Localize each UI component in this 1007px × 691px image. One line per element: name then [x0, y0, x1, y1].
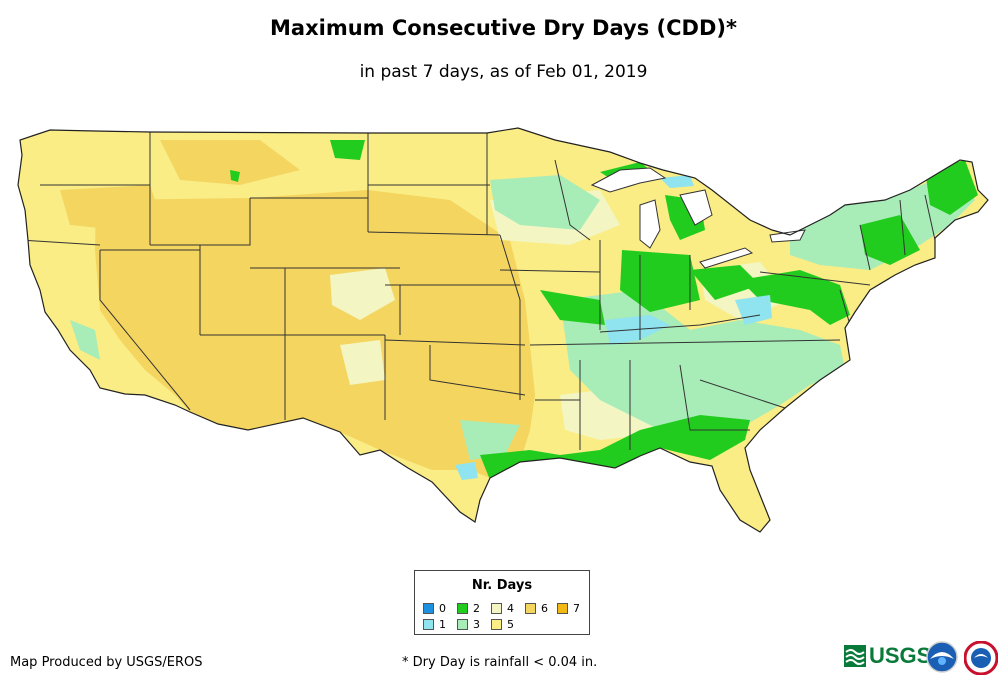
zone-4-days-nm	[340, 340, 385, 385]
legend-item-3: 3	[457, 618, 480, 631]
map-subtitle: in past 7 days, as of Feb 01, 2019	[359, 62, 648, 82]
zone-6-days-northwest	[60, 185, 160, 230]
legend-swatch-1	[423, 619, 434, 630]
usgs-wave-icon	[844, 645, 866, 667]
zone-2-days-ms-valley	[540, 290, 605, 325]
zone-2-days-dakota	[330, 140, 365, 160]
legend-swatch-0	[423, 603, 434, 614]
lake-superior	[590, 167, 667, 193]
legend-item-7: 7	[557, 602, 580, 615]
usgs-logo: USGS	[844, 642, 931, 670]
legend-item-5: 5	[491, 618, 514, 631]
map-title: Maximum Consecutive Dry Days (CDD)*	[270, 16, 737, 40]
legend: Nr. Days 0 1 2 3 4 5 6 7	[414, 570, 590, 635]
legend-swatch-3	[457, 619, 468, 630]
zone-2-days-montana	[230, 170, 240, 182]
legend-title: Nr. Days	[471, 578, 533, 593]
legend-label-2: 2	[473, 602, 480, 615]
state-borders	[19, 132, 936, 450]
zone-2-days-maine	[925, 160, 978, 215]
great-lakes	[590, 167, 806, 269]
legend-swatch-5	[491, 619, 502, 630]
legend-item-4: 4	[491, 602, 514, 615]
lake-ontario	[769, 229, 806, 243]
nws-logo-icon	[964, 641, 998, 675]
footnote-text: * Dry Day is rainfall < 0.04 in.	[402, 655, 598, 670]
noaa-logo-icon	[926, 641, 958, 673]
us-dry-days-map	[17, 127, 989, 533]
legend-label-3: 3	[473, 618, 480, 631]
legend-item-2: 2	[457, 602, 480, 615]
zone-2-days-gulf-coast	[480, 415, 750, 480]
zone-1-days-texas	[455, 462, 478, 480]
lake-erie	[699, 247, 754, 269]
legend-swatch-6	[525, 603, 536, 614]
credit-text: Map Produced by USGS/EROS	[10, 655, 203, 670]
legend-item-6: 6	[525, 602, 548, 615]
legend-item-1: 1	[423, 618, 446, 631]
zone-3-days-upper-midwest	[490, 175, 600, 230]
legend-label-5: 5	[507, 618, 514, 631]
zone-3-days-texas	[460, 420, 520, 460]
legend-label-7: 7	[573, 602, 580, 615]
zone-1-days-michigan	[660, 175, 694, 188]
lake-huron	[679, 189, 713, 226]
legend-label-0: 0	[439, 602, 446, 615]
zone-2-days-mid-atlantic	[740, 270, 850, 325]
us-outline	[17, 127, 989, 533]
dry-days-shading	[18, 128, 988, 532]
legend-swatch-4	[491, 603, 502, 614]
legend-label-6: 6	[541, 602, 548, 615]
zone-3-days-west-coast	[70, 320, 100, 360]
usgs-wordmark: USGS	[869, 643, 932, 668]
legend-label-1: 1	[439, 618, 446, 631]
legend-swatch-7	[557, 603, 568, 614]
zone-2-days-ky	[690, 265, 760, 300]
legend-label-4: 4	[507, 602, 514, 615]
legend-swatch-2	[457, 603, 468, 614]
zone-4-days-plains	[330, 268, 395, 320]
lake-michigan	[639, 199, 661, 249]
zone-6-days-west	[95, 190, 535, 478]
zone-6-days-montana	[160, 140, 300, 185]
legend-item-0: 0	[423, 602, 446, 615]
zone-1-days-ohio-valley	[605, 315, 670, 345]
